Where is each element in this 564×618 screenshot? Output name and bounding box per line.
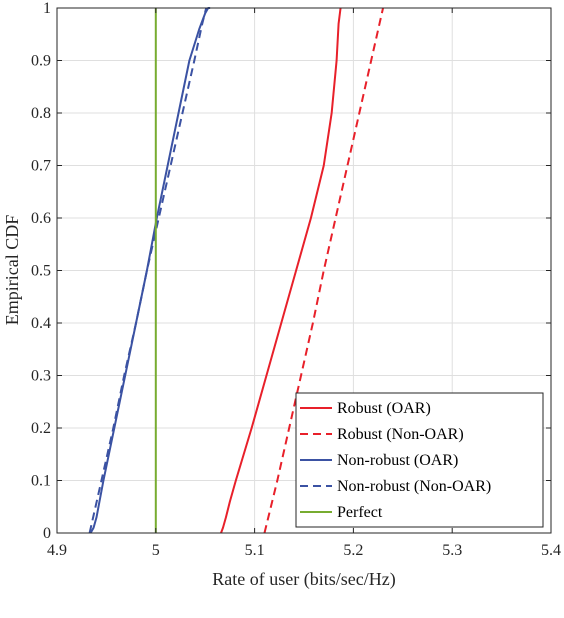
legend: Robust (OAR) Robust (Non-OAR) Non-robust (…	[295, 392, 544, 528]
legend-label: Perfect	[337, 504, 383, 521]
x-tick-label: 5.4	[541, 542, 561, 559]
legend-label: Robust (Non-OAR)	[337, 426, 464, 443]
x-tick-label: 5	[152, 542, 160, 559]
x-tick-label: 5.1	[245, 542, 265, 559]
y-tick-label: 0.3	[31, 368, 51, 385]
plot-series	[88, 7, 385, 534]
x-tick-label: 5.2	[343, 542, 363, 559]
series-line-4	[88, 7, 208, 534]
y-axis-label: Empirical CDF	[2, 215, 22, 326]
grid-lines	[56, 7, 552, 534]
y-tick-label: 0.1	[31, 473, 51, 490]
y-tick-label: 0.5	[31, 263, 51, 280]
series-line-1	[220, 7, 342, 534]
legend-box	[295, 392, 544, 528]
x-tick-label: 5.3	[442, 542, 462, 559]
y-tick-label: 0.8	[31, 105, 51, 122]
y-tick-label: 0.9	[31, 53, 51, 70]
y-tick-label: 0	[43, 525, 51, 542]
series-line-2	[263, 7, 385, 534]
y-tick-label: 0.4	[31, 315, 51, 332]
y-tick-label: 0.7	[31, 158, 51, 175]
legend-label: Non-robust (OAR)	[337, 452, 458, 469]
x-tick-label: 4.9	[47, 542, 67, 559]
y-tick-label: 0.6	[31, 210, 51, 227]
axis-ticks: 4.9 5 5.1 5.2 5.3 5.4 0 0.1 0.2 0.3 0.4 0.5 0.6 0.7 0.…	[31, 0, 561, 559]
y-tick-label: 1	[43, 0, 51, 17]
legend-label: Robust (OAR)	[337, 400, 431, 417]
legend-label: Non-robust (Non-OAR)	[337, 478, 491, 495]
y-tick-label: 0.2	[31, 420, 51, 437]
x-axis-label: Rate of user (bits/sec/Hz)	[212, 569, 395, 590]
